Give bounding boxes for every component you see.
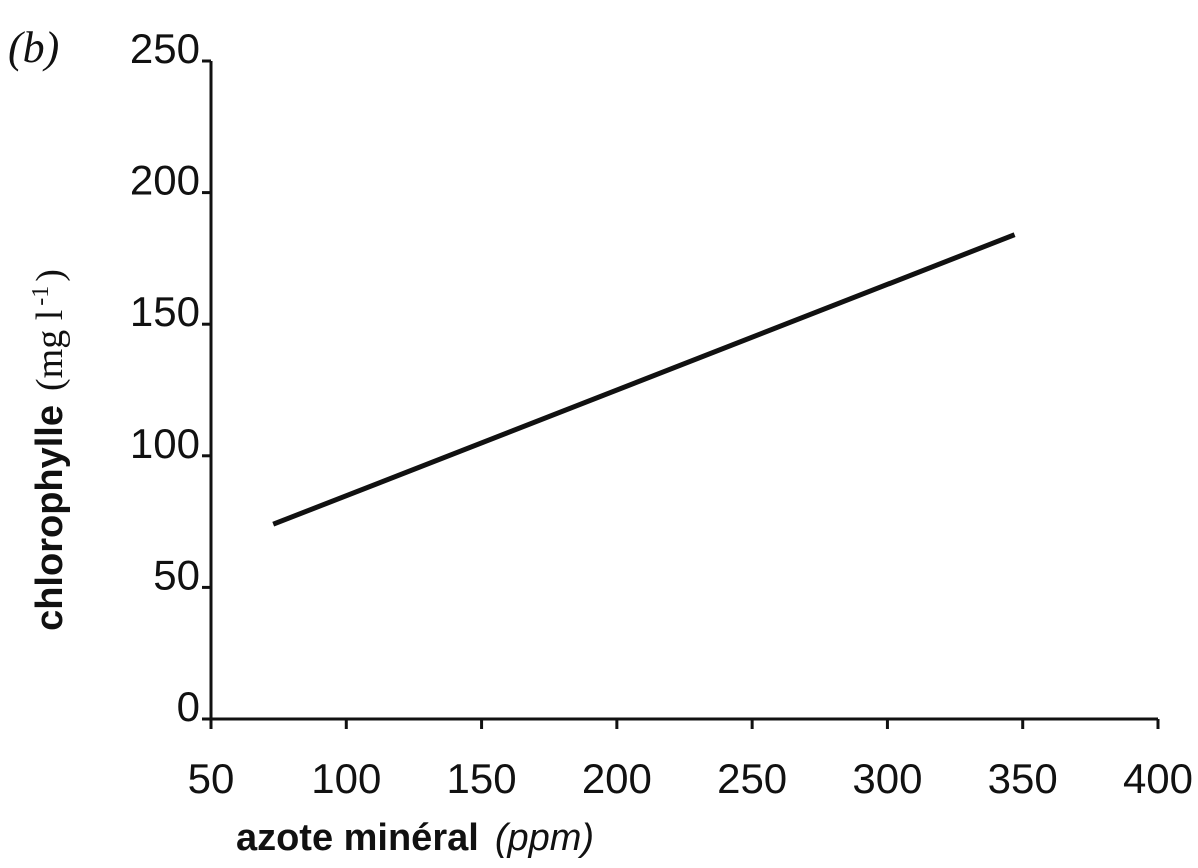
- y-tick-label: 0: [177, 683, 200, 730]
- y-axis-title-unit-open: (mg l: [29, 310, 71, 391]
- x-tick-label: 150: [447, 755, 517, 802]
- y-axis-ticks: 0 50 100 150 200 250: [130, 25, 211, 730]
- x-tick-label: 100: [311, 755, 381, 802]
- x-axis-title-main: azote minéral: [236, 817, 479, 859]
- y-axis-title-unit-close: ): [29, 269, 71, 282]
- x-tick-label: 300: [852, 755, 922, 802]
- x-tick-label: 200: [582, 755, 652, 802]
- y-axis-title: chlorophylle (mg l -1 ): [28, 269, 71, 631]
- y-tick-label: 250: [130, 25, 200, 72]
- y-tick-label: 150: [130, 288, 200, 335]
- series-line: [272, 232, 1016, 527]
- x-tick-label: 250: [717, 755, 787, 802]
- x-tick-label: 350: [988, 755, 1058, 802]
- x-axis-title-unit: (ppm): [495, 817, 594, 859]
- y-tick-label: 100: [130, 420, 200, 467]
- y-tick-label: 200: [130, 157, 200, 204]
- y-tick-label: 50: [153, 551, 200, 598]
- series-group: [272, 232, 1016, 527]
- x-axis-ticks: 50 100 150 200 250 300 350 400: [188, 719, 1193, 802]
- panel-label: (b): [8, 23, 59, 72]
- y-axis-title-main: chlorophylle: [29, 405, 71, 631]
- x-tick-label: 50: [188, 755, 235, 802]
- x-tick-label: 400: [1123, 755, 1193, 802]
- x-axis-title: azote minéral (ppm): [236, 817, 594, 859]
- y-axis-title-unit-sup: -1: [28, 286, 54, 306]
